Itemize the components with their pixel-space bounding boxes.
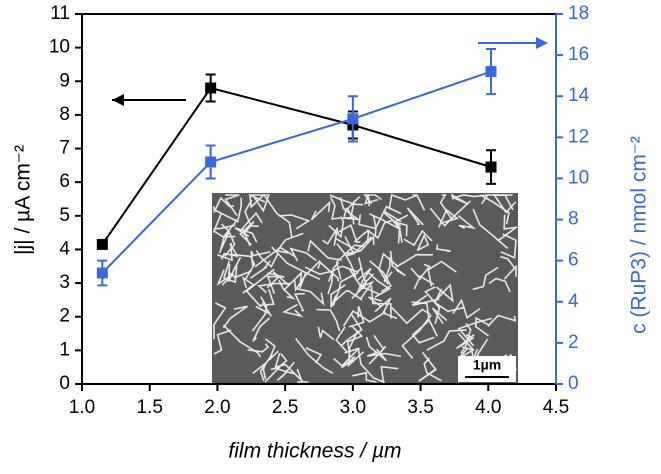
x-tick-label: 4.5 bbox=[543, 397, 569, 418]
arrow-right-head bbox=[536, 37, 548, 49]
x-tick-label: 1.5 bbox=[137, 397, 163, 418]
scale-bar-label: 1µm bbox=[473, 357, 501, 373]
y2-tick-label: 6 bbox=[568, 250, 579, 271]
marker bbox=[97, 268, 108, 279]
y2-tick-label: 16 bbox=[568, 44, 589, 65]
y2-tick-label: 0 bbox=[568, 373, 579, 394]
x-tick-label: 1.0 bbox=[69, 397, 95, 418]
y-tick-label: 1 bbox=[59, 339, 70, 360]
y-tick-label: 4 bbox=[59, 238, 70, 259]
x-tick-label: 2.5 bbox=[272, 397, 298, 418]
y2-tick-label: 10 bbox=[568, 167, 589, 188]
marker bbox=[205, 157, 216, 168]
y-tick-label: 6 bbox=[59, 171, 70, 192]
y2-tick-label: 14 bbox=[568, 85, 590, 106]
arrow-left-head bbox=[112, 94, 124, 106]
y2-tick-label: 2 bbox=[568, 332, 579, 353]
y-tick-label: 0 bbox=[59, 373, 70, 394]
y-axis-label: |j| / µA cm⁻² bbox=[12, 145, 35, 255]
y2-tick-label: 18 bbox=[568, 3, 589, 24]
y-tick-label: 3 bbox=[59, 272, 70, 293]
x-axis-label: film thickness / µm bbox=[228, 440, 401, 463]
y-tick-label: 5 bbox=[59, 205, 70, 226]
y-tick-label: 9 bbox=[59, 70, 70, 91]
x-tick-label: 3.5 bbox=[407, 397, 433, 418]
y2-axis-label: c (RuP3) / nmol cm⁻² bbox=[628, 136, 651, 334]
y2-tick-label: 4 bbox=[568, 291, 579, 312]
y-tick-label: 10 bbox=[49, 37, 70, 58]
marker bbox=[205, 83, 216, 94]
x-tick-label: 2.0 bbox=[204, 397, 230, 418]
y-tick-label: 11 bbox=[50, 3, 70, 24]
y-tick-label: 8 bbox=[59, 104, 70, 125]
marker bbox=[485, 66, 496, 77]
marker bbox=[485, 162, 496, 173]
x-tick-label: 3.0 bbox=[340, 397, 366, 418]
x-tick-label: 4.0 bbox=[475, 397, 501, 418]
y-tick-label: 2 bbox=[59, 306, 70, 327]
marker bbox=[97, 239, 108, 250]
y2-tick-label: 12 bbox=[568, 126, 589, 147]
sem-inset: 1µm bbox=[212, 193, 518, 384]
y2-tick-label: 8 bbox=[568, 209, 579, 230]
y-tick-label: 7 bbox=[59, 138, 70, 159]
marker bbox=[347, 113, 358, 124]
